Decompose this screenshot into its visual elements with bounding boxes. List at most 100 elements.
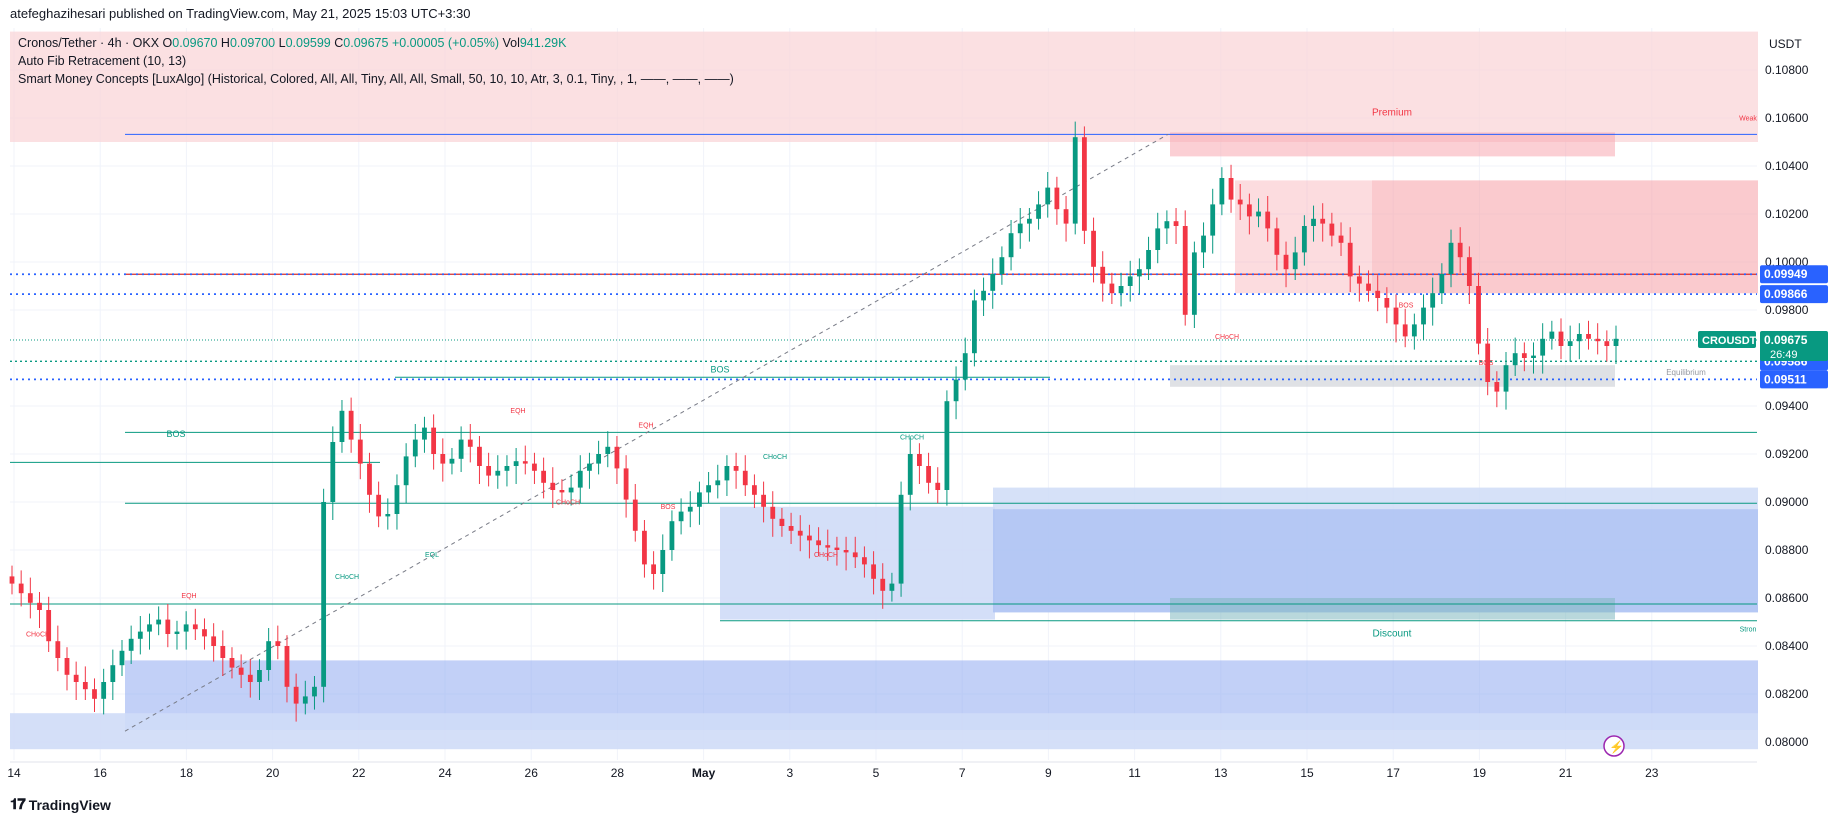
candle-body: [1036, 204, 1041, 219]
smc-zones: [10, 31, 1758, 750]
price-tag-fib-mid: 0.09866: [1764, 287, 1808, 301]
candle-body: [1439, 274, 1445, 294]
candle-body: [1173, 221, 1179, 226]
candle-body: [1457, 242, 1463, 258]
y-tick-label: 0.10200: [1765, 207, 1809, 221]
legend-ohlc-row: Cronos/Tether · 4h · OKX O0.09670 H0.097…: [18, 34, 734, 52]
candle-body: [165, 619, 171, 634]
legend-low: 0.09599: [285, 36, 331, 50]
choch-label-1: CHoCH: [26, 631, 50, 638]
candle-body: [1567, 341, 1573, 346]
choch-label-5: CHoCH: [556, 499, 580, 506]
candle-body: [1485, 343, 1491, 382]
candle-body: [110, 665, 116, 682]
candle-body: [192, 624, 198, 630]
x-tick-label: 14: [7, 766, 21, 780]
candle-body: [1191, 252, 1197, 315]
candle-body: [1201, 235, 1206, 253]
candle-body: [797, 530, 803, 536]
candle-body: [972, 300, 977, 354]
candle-body: [1393, 307, 1399, 325]
y-tick-label: 0.09800: [1765, 303, 1809, 317]
candle-body: [220, 646, 226, 658]
discount-label: Discount: [1373, 628, 1412, 639]
candle-body: [632, 499, 638, 531]
y-tick-label: 0.08000: [1765, 735, 1809, 749]
candle-body: [1347, 242, 1353, 277]
currency-label[interactable]: USDT: [1769, 37, 1802, 51]
y-tick-label: 0.08200: [1765, 687, 1809, 701]
candle-body: [587, 463, 592, 471]
candle-body: [1127, 276, 1133, 286]
candle-body: [156, 619, 162, 625]
symbol-tag: CROUSDT: [1702, 335, 1757, 347]
candle-body: [761, 494, 766, 507]
candle-body: [1283, 254, 1289, 270]
legend-close: 0.09675: [343, 36, 389, 50]
candle-body: [293, 686, 299, 704]
candle-body: [568, 487, 574, 493]
choch-label-6: CHoCH: [814, 552, 838, 559]
candle-body: [1375, 290, 1381, 298]
candle-body: [1402, 324, 1408, 337]
legend-symbol[interactable]: Cronos/Tether · 4h · OKX: [18, 36, 160, 50]
price-tag-fib-mid-bg: [1760, 285, 1828, 304]
candle-body: [9, 576, 15, 584]
candle-body: [183, 624, 189, 632]
candle-body: [522, 461, 528, 464]
candle-body: [1292, 252, 1298, 270]
candle-body: [917, 454, 922, 466]
candle-body: [843, 550, 849, 553]
order-block-bear-1: [1170, 132, 1615, 157]
legend-l-label: L: [278, 36, 286, 50]
candle-body: [376, 494, 382, 517]
candle-body: [770, 506, 776, 519]
candle-body: [467, 439, 473, 447]
discount-block-1: [720, 506, 995, 620]
x-tick-label: 23: [1645, 766, 1659, 780]
candle-body: [174, 631, 180, 634]
candle-body: [1586, 334, 1591, 339]
x-tick-label: 18: [180, 766, 194, 780]
candle-body: [394, 485, 400, 514]
candle-body: [880, 578, 886, 591]
price-tag-fib-top: 0.09949: [1764, 267, 1808, 281]
candle-body: [651, 564, 656, 574]
legend-indicator-smc[interactable]: Smart Money Concepts [LuxAlgo] (Historic…: [18, 72, 734, 86]
candle-body: [1136, 269, 1142, 277]
footer-brand[interactable]: 𝟏𝟕 TradingView: [10, 796, 111, 813]
x-tick-labels: 14 16 18 20 22 24 26 28 May 3 5 7 9 11 13 15 17 19 21 23: [7, 766, 1658, 780]
tradingview-logo-icon: 𝟏𝟕: [10, 796, 26, 813]
candle-body: [1595, 338, 1601, 342]
weak-high-label: Weak: [1739, 115, 1757, 122]
candle-body: [1182, 226, 1188, 315]
candle-body: [559, 490, 565, 493]
candle-body: [981, 290, 986, 301]
candles-layer: [9, 121, 1619, 722]
candle-body: [1466, 257, 1472, 286]
candle-body: [1026, 218, 1032, 224]
candle-body: [678, 511, 684, 522]
replay-icon[interactable]: [1603, 735, 1625, 757]
candle-body: [211, 636, 217, 646]
publish-line: atefeghazihesari published on TradingVie…: [10, 6, 471, 21]
legend-open: 0.09670: [172, 36, 218, 50]
candle-body: [339, 410, 345, 442]
choch-label-7: CHoCH: [1215, 334, 1239, 341]
candle-body: [697, 492, 702, 507]
candle-body: [1017, 223, 1023, 234]
legend-indicator-fib[interactable]: Auto Fib Retracement (10, 13): [18, 54, 187, 68]
candle-body: [1100, 266, 1106, 284]
candle-body: [64, 658, 70, 675]
candle-body: [367, 463, 372, 495]
candle-body: [871, 564, 876, 579]
current-price-tag: 0.09675: [1764, 333, 1808, 347]
candle-body: [1421, 307, 1426, 325]
price-axis[interactable]: [1758, 28, 1835, 788]
candle-body: [898, 494, 904, 584]
candle-body: [422, 427, 427, 440]
x-tick-label: 21: [1559, 766, 1573, 780]
price-tag-fib-top-bg: [1760, 265, 1828, 284]
